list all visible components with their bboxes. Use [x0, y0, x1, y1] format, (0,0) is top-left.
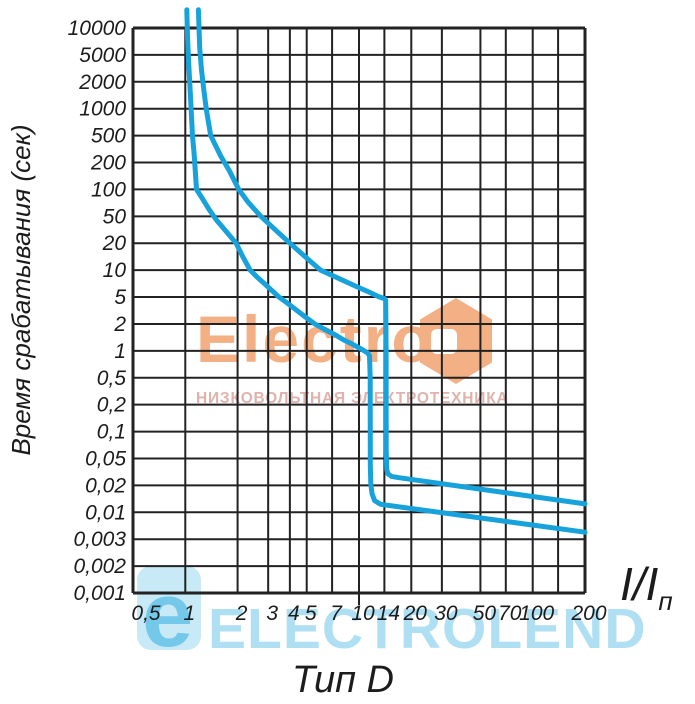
x-tick-label: 0,5: [131, 602, 161, 625]
x-tick-label: 1: [183, 602, 195, 625]
y-tick-label: 5000: [79, 44, 126, 67]
y-tick-label: 1000: [79, 98, 126, 121]
curve-layer: [184, 7, 588, 535]
x-tick-label: 100: [519, 602, 554, 625]
hexagon-cutout: [431, 329, 457, 354]
x-tick-label: 20: [403, 602, 428, 625]
x-tick-label: 7: [330, 602, 343, 625]
chart-bottom-title: Тип D: [292, 659, 394, 701]
y-axis-title: Время срабатывания (сек): [6, 124, 36, 455]
x-tick-label: 70: [498, 602, 522, 625]
x-tick-label: 10: [351, 602, 375, 625]
x-axis-unit-subscript: п: [658, 586, 672, 616]
x-axis-unit-label: I/Iп: [620, 558, 673, 616]
brand-watermark: Electro НИЗКОВОЛЬТНАЯ ЭЛЕКТРОТЕХНИКА: [196, 298, 508, 407]
brand-watermark-text: Electro: [196, 302, 434, 376]
y-tick-label: 0,02: [85, 474, 126, 497]
tick-label-layer: 100005000200010005002001005020105210,50,…: [68, 17, 607, 625]
y-tick-label: 10000: [68, 17, 127, 40]
brand-watermark-subtitle: НИЗКОВОЛЬТНАЯ ЭЛЕКТРОТЕХНИКА: [196, 390, 508, 407]
bottom-watermark-text: ELECTROLEND: [208, 597, 647, 661]
x-tick-label: 30: [434, 602, 458, 625]
y-tick-label: 20: [102, 232, 127, 255]
y-tick-label: 0,5: [97, 367, 127, 390]
y-tick-label: 0,01: [85, 501, 126, 524]
y-tick-label: 0,001: [73, 582, 126, 605]
y-tick-label: 0,05: [85, 447, 126, 470]
x-axis-unit-main: I/I: [620, 558, 659, 610]
x-tick-label: 50: [473, 602, 497, 625]
brand-hexagon-logo: [420, 298, 492, 384]
x-tick-label: 5: [305, 602, 317, 625]
y-tick-label: 10: [103, 259, 127, 282]
y-tick-label: 0,003: [73, 528, 126, 551]
y-tick-label: 0,2: [97, 394, 127, 417]
x-tick-label: 14: [377, 602, 400, 625]
y-tick-label: 100: [91, 178, 126, 201]
x-tick-label: 4: [288, 602, 300, 625]
y-tick-label: 2: [113, 313, 126, 336]
y-tick-label: 0,002: [73, 555, 126, 578]
y-tick-label: 5: [114, 286, 126, 309]
x-tick-label: 200: [570, 602, 606, 625]
y-tick-label: 50: [103, 205, 127, 228]
y-tick-label: 1: [114, 340, 126, 363]
bottom-watermark: e ELECTROLEND: [137, 564, 647, 666]
y-tick-label: 200: [90, 152, 126, 175]
min-trip-time-curve: [184, 7, 588, 535]
x-tick-label: 2: [235, 602, 248, 625]
y-tick-label: 2000: [78, 71, 126, 94]
y-tick-label: 500: [91, 125, 126, 148]
x-tick-label: 3: [266, 602, 278, 625]
y-tick-label: 0,1: [97, 421, 126, 444]
max-trip-time-curve: [195, 7, 588, 507]
